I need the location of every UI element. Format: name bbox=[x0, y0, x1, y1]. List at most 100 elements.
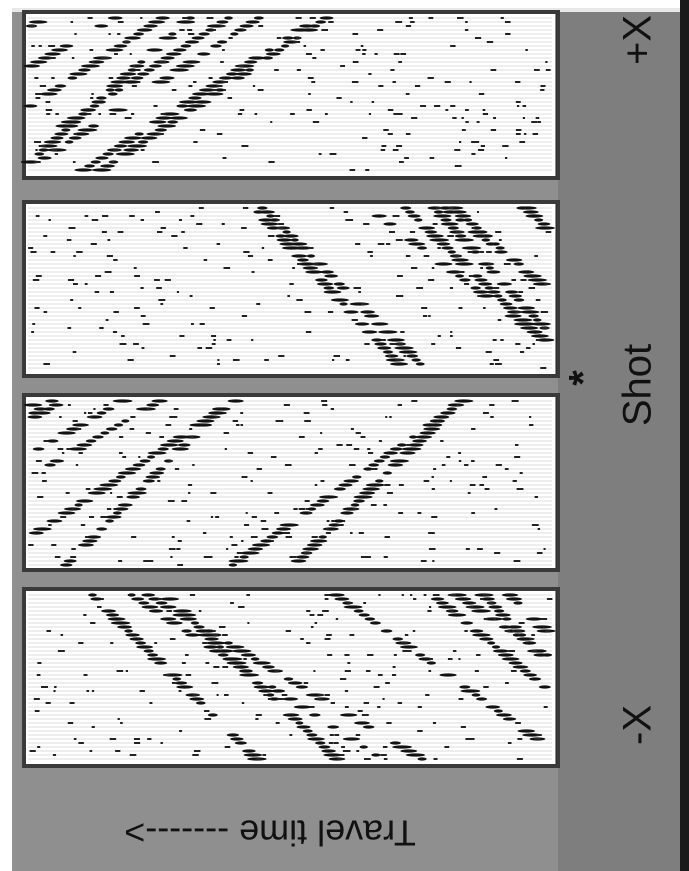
noise bbox=[217, 359, 220, 361]
wiggle bbox=[338, 483, 353, 487]
noise bbox=[397, 113, 403, 115]
noise bbox=[241, 315, 246, 317]
noise bbox=[182, 17, 189, 19]
wiggle bbox=[488, 605, 503, 609]
noise bbox=[309, 614, 315, 616]
noise bbox=[289, 734, 293, 736]
wiggle bbox=[43, 407, 55, 411]
noise bbox=[295, 17, 301, 19]
noise bbox=[460, 726, 466, 728]
noise bbox=[32, 323, 36, 325]
noise bbox=[469, 738, 475, 740]
wiggle bbox=[404, 210, 415, 214]
noise bbox=[504, 468, 509, 470]
noise bbox=[289, 556, 297, 558]
wiggle bbox=[105, 515, 122, 519]
noise bbox=[537, 121, 541, 123]
wiggle bbox=[358, 613, 370, 617]
noise bbox=[377, 243, 385, 245]
noise bbox=[178, 690, 182, 692]
noise bbox=[335, 618, 339, 620]
wiggle bbox=[207, 713, 218, 717]
noise bbox=[529, 424, 534, 426]
noise bbox=[118, 560, 123, 562]
noise bbox=[121, 335, 125, 337]
noise bbox=[544, 283, 550, 285]
wiggle bbox=[86, 535, 102, 539]
noise bbox=[67, 327, 72, 329]
noise bbox=[461, 129, 466, 131]
wiggle bbox=[143, 649, 154, 653]
noise bbox=[365, 670, 371, 672]
noise bbox=[428, 532, 435, 534]
wiggle bbox=[121, 419, 130, 423]
noise bbox=[366, 556, 371, 558]
wiggle bbox=[88, 593, 97, 597]
noise bbox=[214, 416, 219, 418]
noise bbox=[311, 536, 318, 538]
wiggle bbox=[333, 282, 345, 286]
wiggle bbox=[412, 439, 427, 443]
wiggle bbox=[146, 403, 160, 407]
noise bbox=[54, 686, 57, 688]
wiggle bbox=[124, 136, 142, 140]
noise bbox=[61, 452, 65, 454]
noise bbox=[43, 440, 49, 442]
wiggle bbox=[447, 226, 459, 230]
noise bbox=[360, 436, 366, 438]
noise bbox=[114, 53, 118, 55]
wiggle bbox=[342, 737, 361, 741]
wiggle bbox=[433, 415, 450, 419]
noise bbox=[112, 331, 118, 333]
wiggle bbox=[230, 76, 245, 80]
noise bbox=[53, 690, 56, 692]
noise bbox=[140, 315, 146, 317]
wiggle bbox=[190, 621, 200, 625]
noise bbox=[31, 45, 34, 47]
noise bbox=[519, 351, 525, 353]
noise bbox=[333, 355, 340, 357]
noise bbox=[410, 267, 418, 269]
noise bbox=[337, 758, 345, 760]
noise bbox=[484, 488, 490, 490]
wiggle bbox=[538, 685, 551, 689]
noise bbox=[91, 690, 95, 692]
wiggle bbox=[155, 467, 166, 471]
noise bbox=[287, 295, 290, 297]
noise bbox=[37, 746, 41, 748]
wiggle bbox=[323, 753, 343, 757]
wiggle bbox=[459, 685, 471, 689]
noise bbox=[307, 247, 314, 249]
wiggle bbox=[411, 358, 421, 362]
wiggle bbox=[198, 32, 210, 36]
noise bbox=[522, 105, 527, 107]
panels bbox=[20, 10, 560, 768]
wiggle bbox=[536, 338, 555, 342]
noise bbox=[67, 404, 71, 406]
noise bbox=[398, 484, 404, 486]
wiggle bbox=[114, 88, 124, 92]
wiggle bbox=[400, 749, 418, 753]
noise bbox=[429, 157, 435, 159]
wiggle bbox=[232, 665, 250, 669]
noise bbox=[447, 658, 453, 660]
wiggle bbox=[297, 258, 309, 262]
noise bbox=[189, 436, 194, 438]
noise bbox=[148, 560, 154, 562]
noise bbox=[293, 41, 301, 43]
wiggle bbox=[359, 745, 368, 749]
noise bbox=[517, 738, 523, 740]
wiggle bbox=[525, 617, 543, 621]
wiggle bbox=[76, 499, 94, 503]
wiggle bbox=[131, 597, 145, 601]
wiggle bbox=[210, 44, 222, 48]
wiggle bbox=[27, 415, 43, 419]
noise bbox=[42, 480, 45, 482]
noise bbox=[374, 53, 378, 55]
noise bbox=[104, 271, 112, 273]
wiggle bbox=[116, 76, 131, 80]
noise bbox=[33, 161, 41, 163]
wiggle bbox=[275, 234, 287, 238]
noise bbox=[490, 129, 497, 131]
noise bbox=[91, 93, 94, 95]
